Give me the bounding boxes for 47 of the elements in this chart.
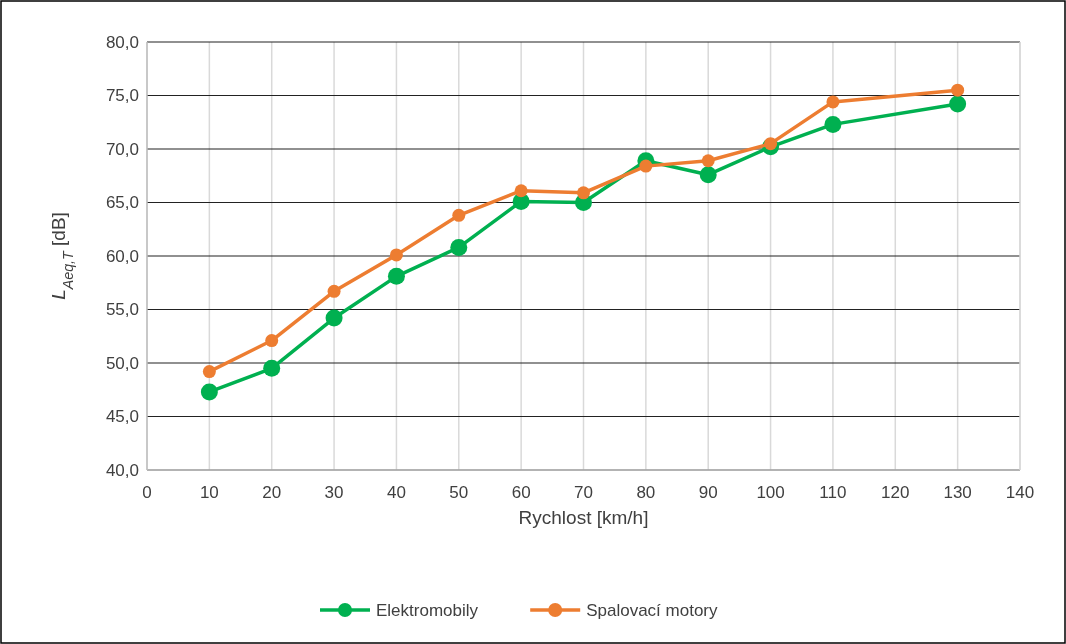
point bbox=[577, 186, 590, 200]
x-tick-label: 140 bbox=[1005, 483, 1035, 502]
y-tick-label: 45,0 bbox=[105, 407, 139, 427]
point bbox=[826, 95, 840, 109]
point bbox=[325, 309, 343, 327]
y-tick-label: 60,0 bbox=[105, 246, 139, 266]
x-axis-title: Rychlost [km/h] bbox=[518, 507, 649, 528]
x-tick-label: 90 bbox=[698, 483, 718, 502]
point bbox=[949, 95, 967, 113]
point bbox=[699, 166, 717, 184]
x-tick-label: 70 bbox=[574, 483, 593, 502]
point bbox=[265, 334, 279, 348]
point bbox=[387, 267, 405, 285]
point bbox=[450, 238, 468, 256]
point bbox=[327, 284, 341, 298]
point bbox=[202, 365, 216, 379]
x-tick-label: 50 bbox=[449, 483, 469, 502]
point bbox=[200, 383, 218, 401]
x-tick-label: 40 bbox=[386, 483, 406, 502]
point bbox=[639, 159, 653, 173]
x-tick-label: 60 bbox=[511, 483, 531, 502]
y-tick-label: 40,0 bbox=[105, 460, 139, 480]
x-tick-label: 120 bbox=[881, 483, 910, 502]
point bbox=[514, 184, 528, 198]
x-tick-label: 10 bbox=[199, 483, 219, 502]
x-tick-label: 130 bbox=[943, 483, 972, 502]
x-tick-label: 110 bbox=[819, 483, 847, 502]
point bbox=[824, 115, 842, 133]
x-tick-label: 0 bbox=[142, 483, 152, 502]
y-tick-label: 80,0 bbox=[105, 32, 139, 52]
point bbox=[701, 154, 715, 168]
legend-label: Elektromobily bbox=[376, 601, 479, 620]
x-tick-label: 80 bbox=[636, 483, 656, 502]
x-tick-label: 100 bbox=[756, 483, 785, 502]
point bbox=[951, 83, 965, 97]
y-tick-label: 55,0 bbox=[105, 300, 139, 320]
y-tick-label: 70,0 bbox=[105, 139, 139, 159]
point bbox=[263, 359, 281, 377]
y-tick-label: 75,0 bbox=[105, 86, 139, 106]
y-tick-label: 65,0 bbox=[105, 193, 139, 213]
point bbox=[764, 137, 778, 151]
legend-label: Spalovací motory bbox=[586, 601, 719, 620]
y-tick-label: 50,0 bbox=[105, 353, 139, 373]
point bbox=[452, 208, 466, 222]
x-tick-label: 30 bbox=[324, 483, 344, 502]
point bbox=[389, 248, 403, 262]
x-tick-label: 20 bbox=[262, 483, 282, 502]
